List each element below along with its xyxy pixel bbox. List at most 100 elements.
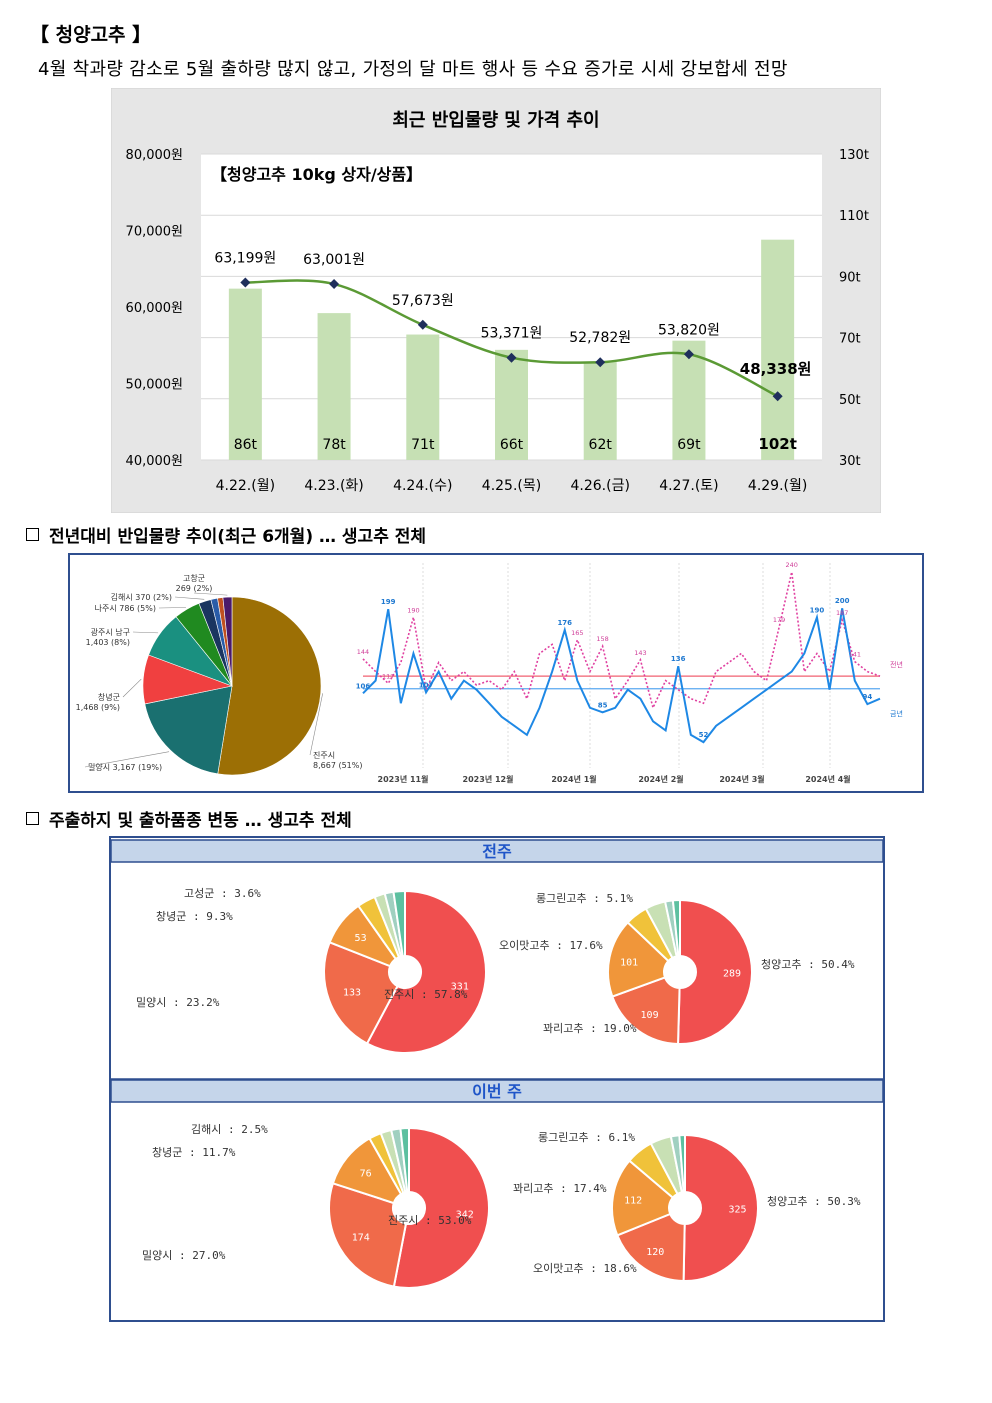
left-axis-tick: 40,000원: [126, 454, 183, 469]
left-axis-tick: 50,000원: [126, 378, 183, 393]
curr-point-label: 199: [381, 598, 396, 606]
category-label: 4.24.(수): [393, 478, 452, 494]
donut-label: 꽈리고추 : 17.4%: [513, 1182, 607, 1195]
price-marker: [595, 357, 606, 368]
donut-label: 진주시 : 57.8%: [384, 988, 468, 1001]
volume-bar: [406, 334, 440, 460]
right-axis-tick: 130t: [839, 148, 869, 163]
chart1-title: 최근 반입물량 및 가격 추이: [392, 109, 599, 131]
price-volume-chart: 최근 반입물량 및 가격 추이 【청양고추 10kg 상자/상품】 86t 78t…: [111, 88, 881, 513]
prev-point-label: 179: [773, 616, 785, 624]
prev-point-label: 117: [382, 672, 394, 680]
donut-label: 오이맛고추 : 18.6%: [533, 1262, 637, 1275]
price-label: 63,199원: [214, 251, 276, 267]
pie-label: 밀양시 3,167 (19%): [88, 763, 162, 772]
volume-label: 66t: [500, 437, 524, 453]
volume-label: 71t: [411, 437, 435, 453]
curr-point-label: 94: [863, 693, 873, 701]
right-axis-tick: 70t: [839, 332, 861, 347]
donut-value: 289: [723, 969, 741, 980]
prev-point-label: 240: [786, 561, 798, 569]
section-volume-trend-label: 전년대비 반입물량 추이(최근 6개월) … 생고추 전체: [49, 527, 427, 547]
category-label: 4.27.(토): [659, 478, 718, 494]
pie-label: 진주시 8,667 (51%): [313, 750, 362, 770]
page-subtitle: 4월 착과량 감소로 5월 출하량 많지 않고, 가정의 달 마트 행사 등 수…: [38, 59, 788, 80]
left-axis-tick: 80,000원: [126, 148, 183, 163]
donut-label: 꽈리고추 : 19.0%: [543, 1022, 637, 1035]
donut-label: 고성군 : 3.6%: [184, 887, 261, 900]
volume-label: 69t: [677, 437, 701, 453]
donut-label: 진주시 : 53.0%: [388, 1214, 472, 1227]
donut-label: 김해시 : 2.5%: [191, 1122, 268, 1136]
x-axis-label: 2024년 1월: [551, 774, 596, 784]
prev-point-label: 144: [357, 648, 369, 656]
donut-value: 325: [728, 1205, 746, 1216]
curr-point-label: 200: [835, 597, 850, 605]
pie-label: 나주시 786 (5%): [95, 604, 156, 613]
volume-bar: [495, 349, 528, 460]
pie-slice: [323, 940, 399, 1045]
section-origin-variety: 주출하지 및 출하품종 변동 … 생고추 전체: [26, 806, 352, 831]
chart1-inner-label: 【청양고추 10kg 상자/상품】: [211, 165, 422, 184]
prev-point-label: 187: [836, 609, 848, 617]
section-volume-trend: 전년대비 반입물량 추이(최근 6개월) … 생고추 전체: [26, 522, 426, 547]
volume-bar: [317, 313, 351, 460]
volume-bar: [672, 340, 706, 460]
pie-label: 고창군 269 (2%): [176, 574, 213, 593]
pie-slice: [611, 1159, 675, 1237]
volume-label: 102t: [758, 435, 796, 453]
price-marker: [683, 349, 694, 360]
pie-label: 창녕군 1,468 (9%): [76, 693, 120, 712]
donut-value: 331: [451, 982, 469, 993]
volume-bar: [228, 288, 262, 460]
volume-label: 62t: [589, 437, 613, 453]
prev-point-label: 165: [571, 629, 583, 637]
prev-point-label: 141: [849, 651, 861, 659]
x-axis-label: 2023년 11월: [378, 774, 429, 784]
price-label: 57,673원: [392, 293, 454, 309]
price-label: 63,001원: [303, 252, 365, 268]
right-axis-tick: 110t: [839, 209, 869, 224]
pie-slice: [392, 889, 406, 958]
donut-label: 오이맛고추 : 17.6%: [499, 939, 603, 952]
price-label: 53,820원: [658, 322, 720, 338]
donut-label: 청양고추 : 50.4%: [761, 958, 855, 971]
donut-label: 롱그린고추 : 6.1%: [538, 1131, 635, 1144]
donut-value: 133: [343, 988, 361, 999]
category-label: 4.29.(월): [748, 478, 807, 494]
right-axis-tick: 30t: [839, 454, 861, 469]
prev-point-label: 143: [634, 649, 646, 657]
pie-leader: [122, 678, 142, 698]
prev-point-label: 190: [407, 606, 419, 614]
volume-bar: [761, 239, 795, 460]
donut-value: 120: [646, 1247, 664, 1258]
right-axis-tick: 90t: [839, 270, 861, 285]
curr-point-label: 85: [598, 701, 608, 709]
pie-slice: [671, 898, 681, 958]
pie-leader: [309, 693, 323, 756]
donut-label: 밀양시 : 23.2%: [136, 996, 220, 1009]
pie-slice: [144, 685, 233, 775]
pie-slice: [328, 1182, 408, 1288]
x-axis-label: 2024년 4월: [805, 774, 850, 784]
volume-bar: [583, 362, 617, 460]
pie-slice: [682, 1133, 759, 1282]
panel-header-label: 전주: [482, 842, 512, 861]
curr-point-label: 136: [671, 655, 686, 663]
category-label: 4.26.(금): [570, 478, 629, 494]
pie-label: 광주시 남구 1,403 (8%): [86, 627, 130, 647]
price-label: 53,371원: [481, 326, 543, 342]
pie-slice: [611, 976, 681, 1046]
category-label: 4.23.(화): [304, 478, 363, 494]
curr-point-label: 190: [810, 606, 825, 614]
pie-slice: [365, 889, 487, 1054]
x-axis-label: 2024년 2월: [638, 774, 683, 784]
pie-slice: [616, 1212, 686, 1283]
pie-slice: [399, 1126, 410, 1194]
donut-value: 342: [456, 1209, 474, 1220]
panel-header: [110, 1079, 884, 1103]
donut-label: 밀양시 : 27.0%: [142, 1249, 226, 1262]
price-marker: [417, 319, 428, 330]
pie-leader: [132, 631, 159, 634]
